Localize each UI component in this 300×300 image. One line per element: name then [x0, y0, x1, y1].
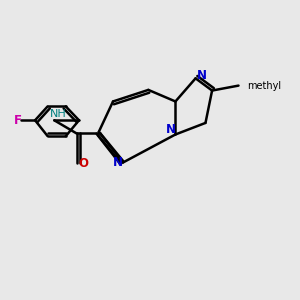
Text: F: F: [14, 114, 22, 127]
Text: methyl: methyl: [247, 81, 281, 91]
Text: N: N: [112, 156, 123, 169]
Text: O: O: [78, 157, 88, 170]
Text: N: N: [197, 69, 207, 82]
Text: NH: NH: [50, 109, 67, 119]
Text: N: N: [166, 123, 176, 136]
